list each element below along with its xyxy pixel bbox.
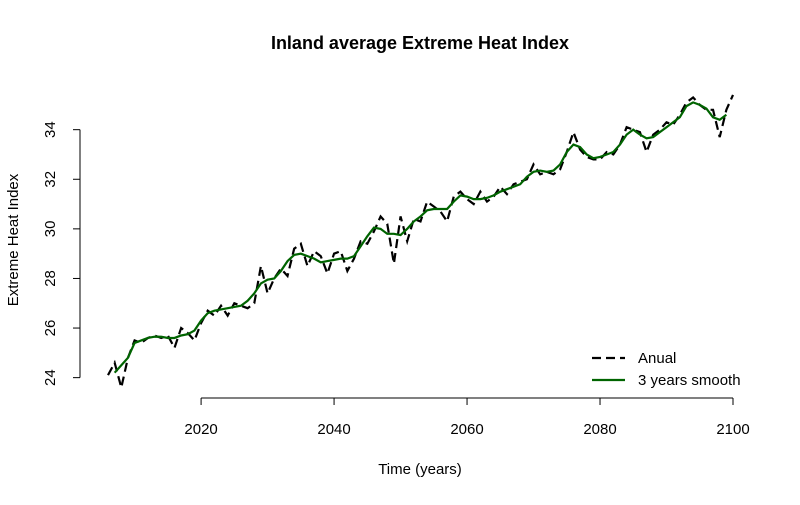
y-tick-label: 24 — [42, 369, 59, 386]
legend-label: 3 years smooth — [638, 372, 741, 389]
y-axis-label: Extreme Heat Index — [5, 173, 22, 306]
x-tick-label: 2020 — [184, 421, 217, 438]
y-tick-label: 28 — [42, 270, 59, 287]
y-tick-label: 30 — [42, 221, 59, 238]
legend-label: Anual — [638, 350, 676, 367]
x-axis-label: Time (years) — [378, 461, 462, 478]
x-tick-label: 2080 — [583, 421, 616, 438]
x-tick-label: 2040 — [317, 421, 350, 438]
x-tick-label: 2100 — [716, 421, 749, 438]
y-tick-label: 32 — [42, 171, 59, 188]
series-line — [113, 101, 728, 374]
x-tick-label: 2060 — [450, 421, 483, 438]
y-tick-label: 26 — [42, 320, 59, 337]
y-tick-label: 34 — [42, 121, 59, 138]
series-line — [107, 94, 735, 388]
chart-title: Inland average Extreme Heat Index — [271, 33, 569, 53]
